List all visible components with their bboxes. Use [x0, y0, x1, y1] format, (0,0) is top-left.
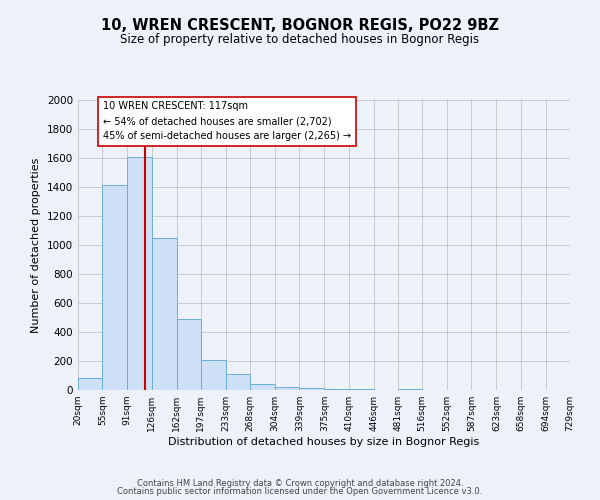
Bar — [127, 156, 152, 390]
Bar — [176, 319, 201, 390]
X-axis label: Distribution of detached houses by size in Bognor Regis: Distribution of detached houses by size … — [169, 437, 479, 447]
Bar — [226, 374, 250, 390]
Text: Size of property relative to detached houses in Bognor Regis: Size of property relative to detached ho… — [121, 32, 479, 46]
Y-axis label: Number of detached properties: Number of detached properties — [31, 158, 41, 332]
Text: Contains public sector information licensed under the Open Government Licence v3: Contains public sector information licen… — [118, 487, 482, 496]
Bar — [201, 360, 226, 390]
Bar — [102, 185, 127, 390]
Bar — [152, 238, 176, 390]
Bar — [275, 387, 299, 390]
Bar — [250, 384, 275, 390]
Bar — [299, 388, 325, 390]
Text: Contains HM Land Registry data © Crown copyright and database right 2024.: Contains HM Land Registry data © Crown c… — [137, 478, 463, 488]
Bar — [78, 378, 102, 390]
Text: 10, WREN CRESCENT, BOGNOR REGIS, PO22 9BZ: 10, WREN CRESCENT, BOGNOR REGIS, PO22 9B… — [101, 18, 499, 32]
Bar — [325, 388, 349, 390]
Text: 10 WREN CRESCENT: 117sqm
← 54% of detached houses are smaller (2,702)
45% of sem: 10 WREN CRESCENT: 117sqm ← 54% of detach… — [103, 102, 351, 141]
